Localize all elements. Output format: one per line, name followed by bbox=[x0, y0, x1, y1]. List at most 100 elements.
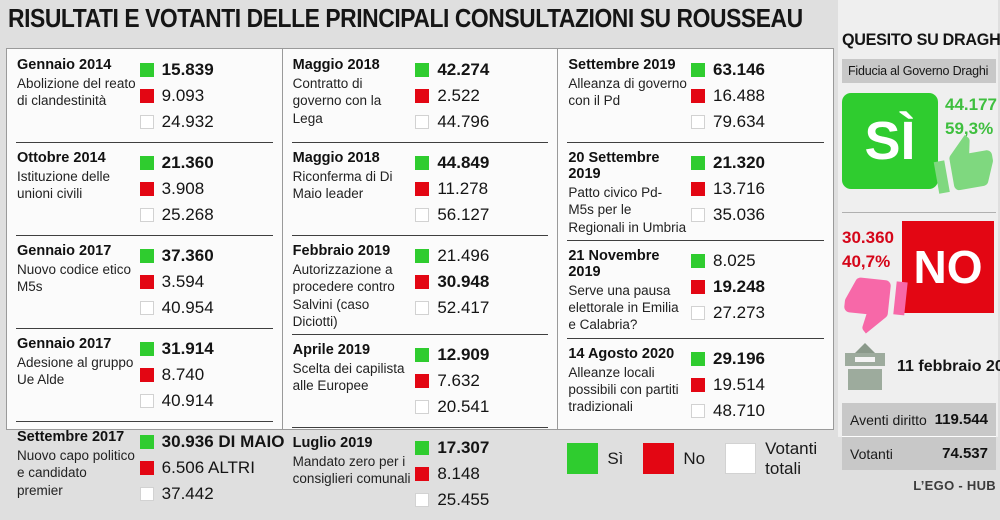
total-swatch bbox=[691, 115, 706, 129]
no-votes-value: 19.248 bbox=[713, 276, 766, 296]
no-votes-row: 13.716 bbox=[691, 179, 823, 199]
no-votes-row: 3.908 bbox=[139, 179, 272, 199]
legend-total-swatch bbox=[725, 443, 757, 475]
yes-votes-value: 12.909 bbox=[437, 345, 490, 365]
consultation-date: Maggio 2018 bbox=[292, 57, 380, 73]
yes-votes-row: 15.839 bbox=[139, 60, 272, 80]
total-votes-row: 40.914 bbox=[139, 391, 272, 411]
consultation-date: 21 Novembre 2019 bbox=[568, 247, 660, 280]
no-votes-row: 8.148 bbox=[415, 464, 547, 484]
total-votes-row: 56.127 bbox=[415, 205, 547, 225]
no-swatch bbox=[415, 374, 430, 389]
draghi-subtitle: Fiducia al Governo Draghi bbox=[842, 59, 996, 83]
consultation-entry: Gennaio 2017 Adesione al gruppo Ue Alde … bbox=[16, 328, 273, 421]
consultation-entry: Aprile 2019 Scelta dei capilista alle Eu… bbox=[291, 334, 549, 427]
draghi-panel: QUESITO SU DRAGHI Fiducia al Governo Dra… bbox=[838, 0, 1000, 493]
vote-date: 11 febbraio 2021 bbox=[897, 358, 1000, 375]
yes-votes-value: 21.496 bbox=[437, 246, 490, 265]
total-votes-value: 52.417 bbox=[437, 298, 490, 317]
consultation-description: Riconferma di Di Maio leader bbox=[292, 169, 393, 202]
total-swatch bbox=[415, 115, 430, 129]
consultation-values: 21.320 13.716 35.036 bbox=[691, 150, 823, 236]
consultation-description: Mandato zero per i consiglieri comunali bbox=[292, 454, 411, 487]
consultations-column-3: Settembre 2019 Alleanza di governo con i… bbox=[557, 49, 833, 478]
yes-stats: 44.177 59,3% bbox=[945, 93, 997, 141]
yes-votes-value: 15.839 bbox=[161, 60, 214, 79]
thumb-up-icon bbox=[933, 135, 993, 194]
consultation-date: Gennaio 2014 bbox=[17, 57, 112, 73]
total-votes-row: 48.710 bbox=[691, 401, 823, 421]
total-votes-value: 25.268 bbox=[161, 205, 214, 224]
yes-votes-row: 8.025 bbox=[691, 251, 823, 271]
no-votes-value: 3.594 bbox=[161, 272, 205, 291]
total-votes-row: 25.455 bbox=[415, 490, 547, 510]
row-label: Votanti bbox=[850, 445, 893, 462]
no-swatch bbox=[415, 182, 430, 196]
no-swatch bbox=[415, 467, 430, 482]
page-title: RISULTATI E VOTANTI DELLE PRINCIPALI CON… bbox=[8, 3, 803, 33]
yes-votes-value: 21.360 bbox=[161, 153, 214, 172]
yes-swatch bbox=[691, 253, 706, 268]
yes-swatch bbox=[415, 348, 430, 363]
consultation-description: Contratto di governo con la Lega bbox=[292, 76, 382, 126]
column-1-entries: Gennaio 2014 Abolizione del reato di cla… bbox=[16, 50, 285, 514]
yes-swatch bbox=[415, 249, 430, 263]
yes-votes-value: 44.849 bbox=[437, 153, 490, 172]
total-swatch bbox=[139, 208, 154, 222]
consultation-description: Nuovo capo politico e candidato premier bbox=[17, 448, 135, 498]
yes-votes-value: 21.320 bbox=[713, 153, 766, 172]
yes-swatch bbox=[139, 342, 154, 356]
consultation-values: 37.360 3.594 40.954 bbox=[139, 243, 272, 324]
yes-votes-row: 21.496 bbox=[415, 246, 547, 266]
consultation-date: 14 Agosto 2020 bbox=[568, 345, 675, 362]
yes-votes-row: 44.849 bbox=[415, 153, 547, 173]
yes-votes-value: 37.360 bbox=[161, 246, 214, 265]
consultation-date: Gennaio 2017 bbox=[17, 336, 112, 352]
consultation-description: Adesione al gruppo Ue Alde bbox=[17, 355, 134, 388]
no-swatch bbox=[139, 275, 154, 289]
no-votes-value: 6.506 ALTRI bbox=[161, 458, 255, 477]
no-votes-value: 16.488 bbox=[713, 86, 766, 105]
legend: Sì No Votanti totali bbox=[567, 431, 824, 481]
no-swatch bbox=[139, 461, 154, 475]
consultation-date: 20 Settembre 2019 bbox=[568, 150, 660, 182]
total-votes-value: 24.932 bbox=[161, 112, 214, 131]
ballot-box-icon bbox=[845, 343, 885, 390]
total-votes-value: 44.796 bbox=[437, 112, 490, 131]
consultation-info: Febbraio 2019 Autorizzazione a procedere… bbox=[293, 243, 412, 330]
consultation-description: Scelta dei capilista alle Europee bbox=[292, 361, 405, 394]
row-label: Aventi diritto bbox=[850, 411, 927, 428]
yes-votes-value: 8.025 bbox=[713, 250, 756, 270]
legend-no-swatch bbox=[643, 443, 675, 475]
total-votes-value: 79.634 bbox=[713, 112, 766, 131]
yes-swatch bbox=[691, 63, 706, 77]
total-votes-value: 25.455 bbox=[437, 490, 490, 510]
consultation-info: Settembre 2017 Nuovo capo politico e can… bbox=[17, 429, 136, 510]
consultations-column-2: Maggio 2018 Contratto di governo con la … bbox=[281, 49, 558, 509]
total-votes-row: 40.954 bbox=[139, 298, 272, 318]
yes-swatch bbox=[139, 249, 154, 263]
consultation-entry: 21 Novembre 2019 Serve una pausa elettor… bbox=[567, 239, 825, 338]
total-swatch bbox=[139, 394, 154, 408]
no-swatch bbox=[415, 275, 430, 289]
total-votes-row: 35.036 bbox=[691, 205, 823, 225]
credit: L’EGO - HUB bbox=[913, 478, 996, 493]
no-votes-row: 19.248 bbox=[691, 277, 823, 297]
consultation-entry: 20 Settembre 2019 Patto civico Pd-M5s pe… bbox=[567, 142, 825, 240]
consultation-date: Gennaio 2017 bbox=[17, 243, 112, 259]
consultation-info: 21 Novembre 2019 Serve una pausa elettor… bbox=[568, 248, 687, 334]
consultation-info: Gennaio 2017 Nuovo codice etico M5s bbox=[17, 243, 136, 324]
no-votes-value: 11.278 bbox=[437, 179, 489, 198]
consultation-info: Gennaio 2017 Adesione al gruppo Ue Alde bbox=[17, 336, 136, 417]
consultation-entry: Maggio 2018 Riconferma di Di Maio leader… bbox=[291, 142, 549, 235]
yes-votes-row: 21.360 bbox=[139, 153, 272, 173]
yes-swatch bbox=[139, 156, 154, 170]
yes-result-box: SÌ bbox=[842, 93, 938, 189]
legend-no-label: No bbox=[683, 448, 706, 468]
yes-swatch bbox=[139, 435, 154, 449]
no-votes-value: 13.716 bbox=[713, 179, 766, 198]
no-votes-row: 19.514 bbox=[691, 375, 823, 395]
legend-total-label: Votanti totali bbox=[765, 438, 818, 478]
divider bbox=[842, 212, 996, 213]
yes-votes: 44.177 bbox=[945, 95, 997, 114]
